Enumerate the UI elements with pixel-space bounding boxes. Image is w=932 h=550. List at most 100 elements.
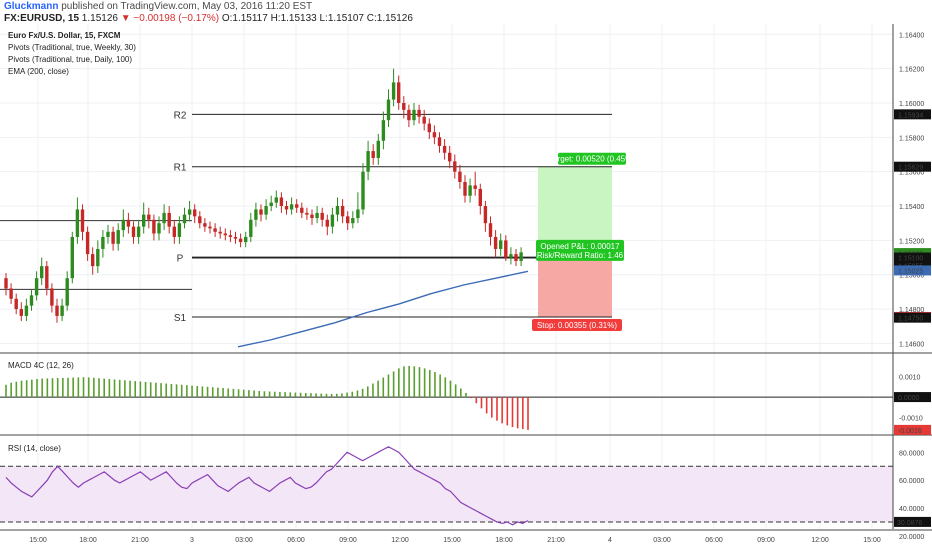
candle-body-24 [126, 219, 131, 227]
ohlc-values: O:1.15117 H:1.15133 L:1.15107 C:1.15126 [221, 13, 413, 24]
price-tag-5: 1.15025 [898, 268, 923, 275]
time-tick-16: 15:00 [863, 537, 881, 544]
time-tick-10: 21:00 [547, 537, 565, 544]
candle-body-35 [182, 214, 187, 224]
candle-body-78 [402, 102, 406, 110]
candle-body-80 [412, 109, 416, 121]
candle-body-27 [142, 214, 146, 227]
pivot-label-p: P [177, 254, 184, 265]
candle-body-99 [509, 254, 513, 258]
risk-reward-text: Risk/Reward Ratio: 1.46 [537, 251, 624, 260]
candle-body-94 [483, 206, 488, 224]
macd-tag-box-1 [894, 424, 931, 435]
candle-body-38 [198, 216, 202, 224]
candle-body-16 [85, 231, 90, 255]
time-tick-6: 09:00 [339, 537, 357, 544]
chart-background [0, 24, 932, 550]
price-tick-2: 1.16000 [899, 101, 924, 108]
candle-body-65 [335, 206, 340, 215]
candle-body-49 [254, 209, 258, 220]
candle-body-73 [376, 140, 380, 158]
change-value: ▼ −0.00198 (−0.17%) [120, 13, 220, 24]
time-tick-12: 03:00 [653, 537, 671, 544]
author-name[interactable]: Gluckmann [4, 1, 59, 12]
candle-body-37 [193, 209, 197, 217]
candle-body-32 [167, 212, 171, 227]
candle-body-66 [340, 206, 345, 217]
time-tick-0: 15:00 [29, 537, 47, 544]
candle-body-39 [203, 223, 207, 227]
candle-body-61 [315, 212, 319, 219]
quote-line: FX:EURUSD, 15 1.15126 ▼ −0.00198 (−0.17%… [4, 13, 413, 25]
target-label-box [558, 152, 626, 165]
candle-body-1 [9, 288, 13, 299]
time-tick-11: 4 [608, 537, 612, 544]
candle-body-93 [478, 188, 482, 207]
candle-body-95 [488, 223, 493, 237]
candle-body-9 [50, 288, 54, 306]
pivot-label-s1: S1 [174, 313, 187, 324]
rsi-tick-2: 40.0000 [899, 506, 924, 513]
candle-body-40 [208, 226, 212, 229]
candle-body-82 [422, 116, 426, 124]
rsi-tick-3: 20.0000 [899, 534, 924, 541]
price-tag-3: 1.15100 [898, 256, 923, 263]
candle-body-50 [259, 209, 263, 215]
candle-body-20 [106, 231, 110, 237]
candle-body-79 [407, 109, 411, 121]
macd-tick-0: 0.0010 [899, 375, 921, 382]
price-tick-1: 1.16200 [899, 67, 924, 74]
price-tick-7: 1.15000 [899, 273, 924, 280]
candle-body-72 [371, 151, 375, 158]
price-axes: 1.16400 1.16200 1.16000 1.15800 1.15600 1.154… [892, 24, 931, 541]
legend-ema: EMA (200, close) [8, 67, 69, 76]
time-tick-2: 21:00 [131, 537, 149, 544]
rsi-tag: 30.0876 [897, 520, 922, 527]
candle-body-42 [218, 231, 222, 234]
ema-200-line [237, 270, 529, 348]
position-labels: Target: 0.00520 (0.45%) Stop: 0.00355 (0.… [532, 152, 635, 331]
candle-body-97 [499, 240, 503, 249]
price-tick-9: 1.14600 [899, 341, 924, 348]
candle-body-45 [233, 236, 238, 239]
candle-body-100 [514, 254, 518, 261]
candle-body-15 [80, 209, 85, 232]
time-tick-3: 3 [190, 537, 194, 544]
trading-chart[interactable]: R2 R1 P S1 Target: 0.00520 (0.45%) Stop: 0.0… [0, 24, 932, 550]
candle-body-67 [346, 216, 350, 224]
time-tick-8: 15:00 [443, 537, 461, 544]
chart-header: Gluckmann published on TradingView.com, … [0, 0, 932, 24]
candle-body-52 [269, 202, 273, 207]
candle-body-68 [351, 218, 355, 224]
price-tag-7: 1.14750 [898, 316, 923, 323]
candle-body-92 [473, 185, 477, 189]
candle-body-60 [310, 214, 314, 219]
candle-body-74 [381, 120, 386, 141]
time-tick-9: 18:00 [495, 537, 513, 544]
candle-body-6 [34, 278, 39, 296]
candle-body-30 [157, 223, 161, 234]
target-label-text: Target: 0.00520 (0.45%) [549, 155, 635, 164]
candle-body-84 [432, 132, 437, 138]
candle-body-59 [305, 212, 309, 215]
candle-body-62 [320, 212, 324, 220]
candle-body-13 [70, 236, 74, 279]
macd-tick-2: -0.0010 [899, 416, 923, 423]
candle-body-83 [427, 123, 431, 133]
macd-tag-0: 0.0000 [898, 395, 920, 402]
time-tick-7: 12:00 [391, 537, 409, 544]
price-tick-6: 1.15200 [899, 238, 924, 245]
price-tick-4: 1.15600 [899, 170, 924, 177]
candle-body-41 [213, 228, 217, 232]
candle-body-31 [162, 212, 166, 224]
candle-body-33 [172, 226, 176, 237]
price-tag-box-4 [894, 260, 931, 271]
price-tick-8: 1.14800 [899, 307, 924, 314]
candle-body-101 [519, 252, 523, 261]
candle-body-88 [453, 161, 457, 172]
time-tick-14: 09:00 [757, 537, 775, 544]
price-tag-box-5 [894, 265, 931, 276]
legend-pivots-weekly: Pivots (Traditional, true, Weekly, 30) [8, 43, 136, 52]
last-price: 1.15126 [81, 13, 118, 24]
candle-body-44 [228, 235, 233, 237]
